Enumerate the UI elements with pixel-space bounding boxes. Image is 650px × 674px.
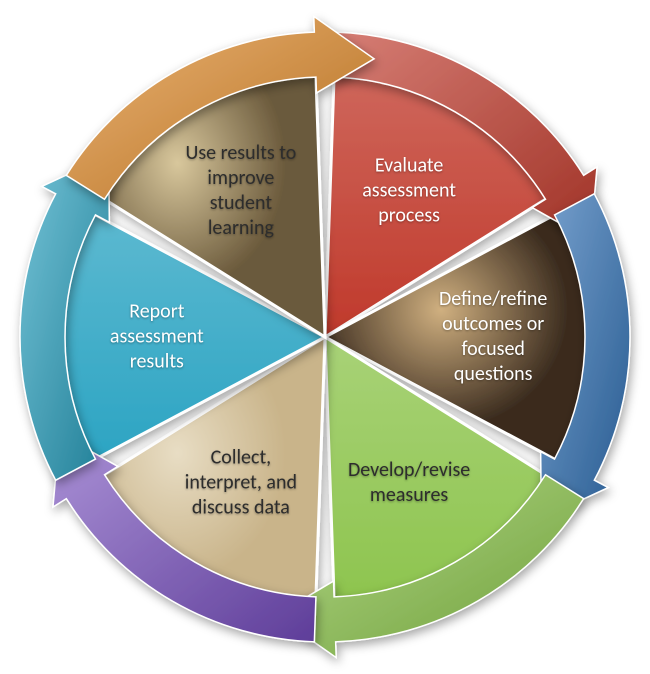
assessment-cycle-diagram: EvaluateassessmentprocessDefine/refineou… xyxy=(0,0,650,674)
cycle-svg xyxy=(0,0,650,674)
